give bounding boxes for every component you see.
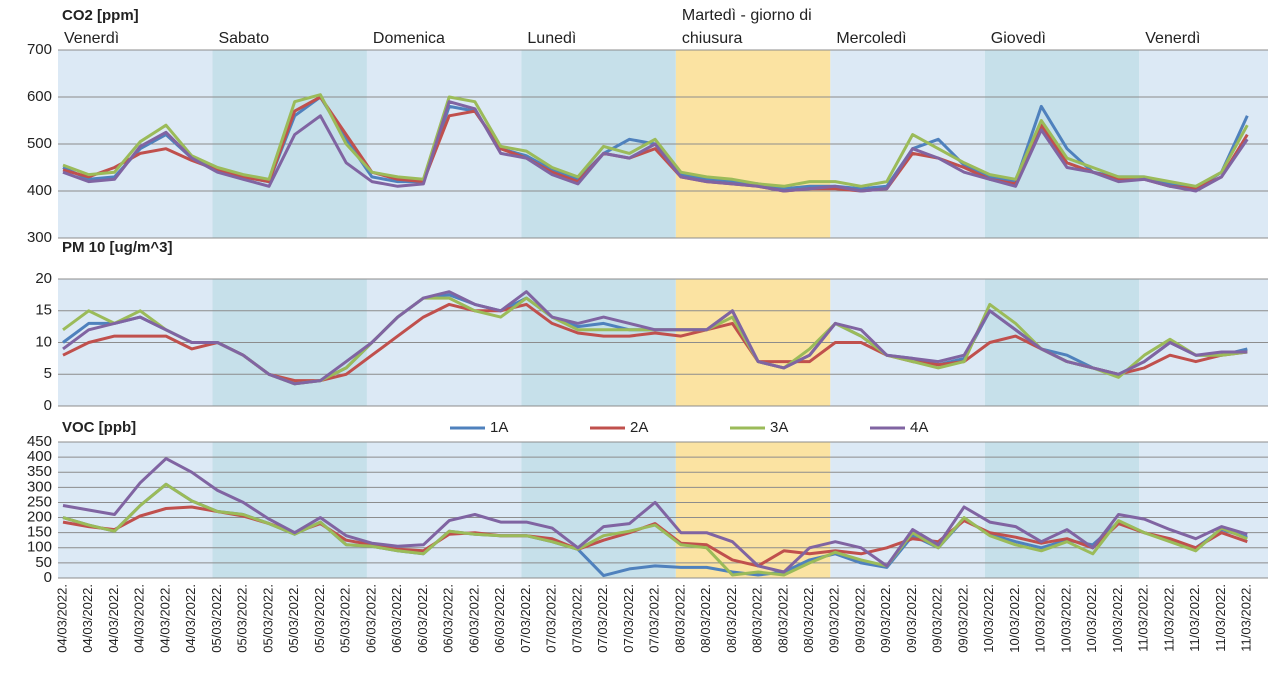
x-tick-label: 08/03/2022. <box>698 584 713 653</box>
chart-title: PM 10 [ug/m^3] <box>62 239 172 256</box>
y-tick-label: 10 <box>35 333 52 350</box>
y-tick-label: 450 <box>27 433 52 450</box>
y-tick-label: 600 <box>27 88 52 105</box>
series-line <box>62 482 1248 577</box>
x-tick-label: 09/03/2022. <box>853 584 868 653</box>
y-tick-label: 20 <box>35 270 52 287</box>
series-line <box>62 290 1248 386</box>
x-tick-label: 11/03/2022. <box>1213 584 1228 652</box>
series-line <box>62 457 1248 574</box>
x-tick-label: 07/03/2022. <box>569 584 584 653</box>
day-label: Giovedì <box>990 30 1046 47</box>
legend-label: 1A <box>490 419 508 436</box>
day-label: Mercoledì <box>836 30 907 47</box>
y-tick-label: 400 <box>27 182 52 199</box>
x-tick-label: 07/03/2022. <box>647 584 662 653</box>
day-label: Venerdì <box>64 30 120 47</box>
y-tick-label: 350 <box>27 463 52 480</box>
y-tick-label: 250 <box>27 493 52 510</box>
series-line <box>62 100 1249 193</box>
y-tick-label: 400 <box>27 448 52 465</box>
x-tick-label: 11/03/2022. <box>1136 584 1151 652</box>
x-tick-label: 06/03/2022. <box>492 584 507 653</box>
y-tick-label: 300 <box>27 478 52 495</box>
x-tick-label: 08/03/2022. <box>750 584 765 653</box>
x-tick-label: 08/03/2022. <box>801 584 816 653</box>
x-tick-label: 10/03/2022. <box>1110 584 1125 653</box>
y-tick-label: 100 <box>27 539 52 556</box>
x-tick-label: 11/03/2022. <box>1239 584 1254 652</box>
chart-title: VOC [ppb] <box>62 419 136 436</box>
legend-label: 4A <box>910 419 928 436</box>
x-tick-label: 08/03/2022. <box>775 584 790 653</box>
day-band <box>984 442 1140 578</box>
y-tick-label: 5 <box>44 365 52 382</box>
y-tick-label: 200 <box>27 509 52 526</box>
y-tick-label: 0 <box>44 397 52 414</box>
x-tick-label: 06/03/2022. <box>466 584 481 653</box>
x-tick-label: 09/03/2022. <box>956 584 971 653</box>
x-tick-label: 05/03/2022. <box>312 584 327 653</box>
x-tick-label: 08/03/2022. <box>724 584 739 653</box>
x-tick-label: 09/03/2022. <box>827 584 842 653</box>
x-tick-label: 06/03/2022. <box>363 584 378 653</box>
x-tick-label: 10/03/2022. <box>1058 584 1073 653</box>
day-label: Sabato <box>218 30 270 47</box>
x-tick-label: 06/03/2022. <box>389 584 404 653</box>
x-tick-label: 04/03/2022. <box>80 584 95 653</box>
x-tick-label: 04/03/2022. <box>106 584 121 653</box>
legend-label: 3A <box>770 419 788 436</box>
day-band <box>521 442 676 578</box>
day-label: Lunedì <box>527 30 577 47</box>
day-label: Venerdì <box>1145 30 1201 47</box>
y-tick-label: 15 <box>35 302 52 319</box>
x-tick-label: 04/03/2022. <box>132 584 147 653</box>
day-label: Domenica <box>372 30 445 47</box>
y-tick-label: 300 <box>27 229 52 246</box>
x-tick-label: 05/03/2022. <box>235 584 250 653</box>
y-tick-label: 50 <box>35 554 52 571</box>
day-band <box>830 442 985 578</box>
x-tick-label: 07/03/2022. <box>595 584 610 653</box>
day-band <box>212 442 367 578</box>
x-tick-label: 05/03/2022. <box>286 584 301 653</box>
y-tick-label: 700 <box>27 41 52 58</box>
x-tick-label: 04/03/2022. <box>183 584 198 653</box>
day-band <box>675 442 831 578</box>
x-tick-label: 09/03/2022. <box>930 584 945 653</box>
day-band <box>366 442 522 578</box>
x-tick-label: 05/03/2022. <box>338 584 353 653</box>
y-tick-label: 500 <box>27 135 52 152</box>
day-label: Martedì - giorno di chiusura <box>681 7 812 47</box>
day-band <box>1139 442 1268 578</box>
legend-label: 2A <box>630 419 648 436</box>
x-tick-label: 10/03/2022. <box>1007 584 1022 653</box>
chart-title: CO2 [ppm] <box>62 7 139 24</box>
x-tick-label: 07/03/2022. <box>518 584 533 653</box>
x-tick-label: 06/03/2022. <box>441 584 456 653</box>
y-tick-label: 0 <box>44 569 52 586</box>
x-tick-label: 04/03/2022. <box>54 584 69 653</box>
x-tick-label: 07/03/2022. <box>621 584 636 653</box>
x-tick-label: 05/03/2022. <box>260 584 275 653</box>
y-tick-label: 150 <box>27 524 52 541</box>
x-tick-label: 08/03/2022. <box>672 584 687 653</box>
x-tick-label: 06/03/2022. <box>415 584 430 653</box>
x-tick-label: 10/03/2022. <box>981 584 996 653</box>
x-tick-label: 11/03/2022. <box>1161 584 1176 652</box>
x-tick-label: 10/03/2022. <box>1084 584 1099 653</box>
x-tick-label: 10/03/2022. <box>1033 584 1048 653</box>
series-line <box>62 95 1249 193</box>
x-tick-label: 04/03/2022. <box>157 584 172 653</box>
x-tick-label: 11/03/2022. <box>1187 584 1202 652</box>
x-tick-label: 05/03/2022. <box>209 584 224 653</box>
x-tick-label: 09/03/2022. <box>904 584 919 653</box>
x-tick-label: 07/03/2022. <box>544 584 559 653</box>
series-line <box>62 93 1249 188</box>
x-tick-label: 09/03/2022. <box>878 584 893 653</box>
